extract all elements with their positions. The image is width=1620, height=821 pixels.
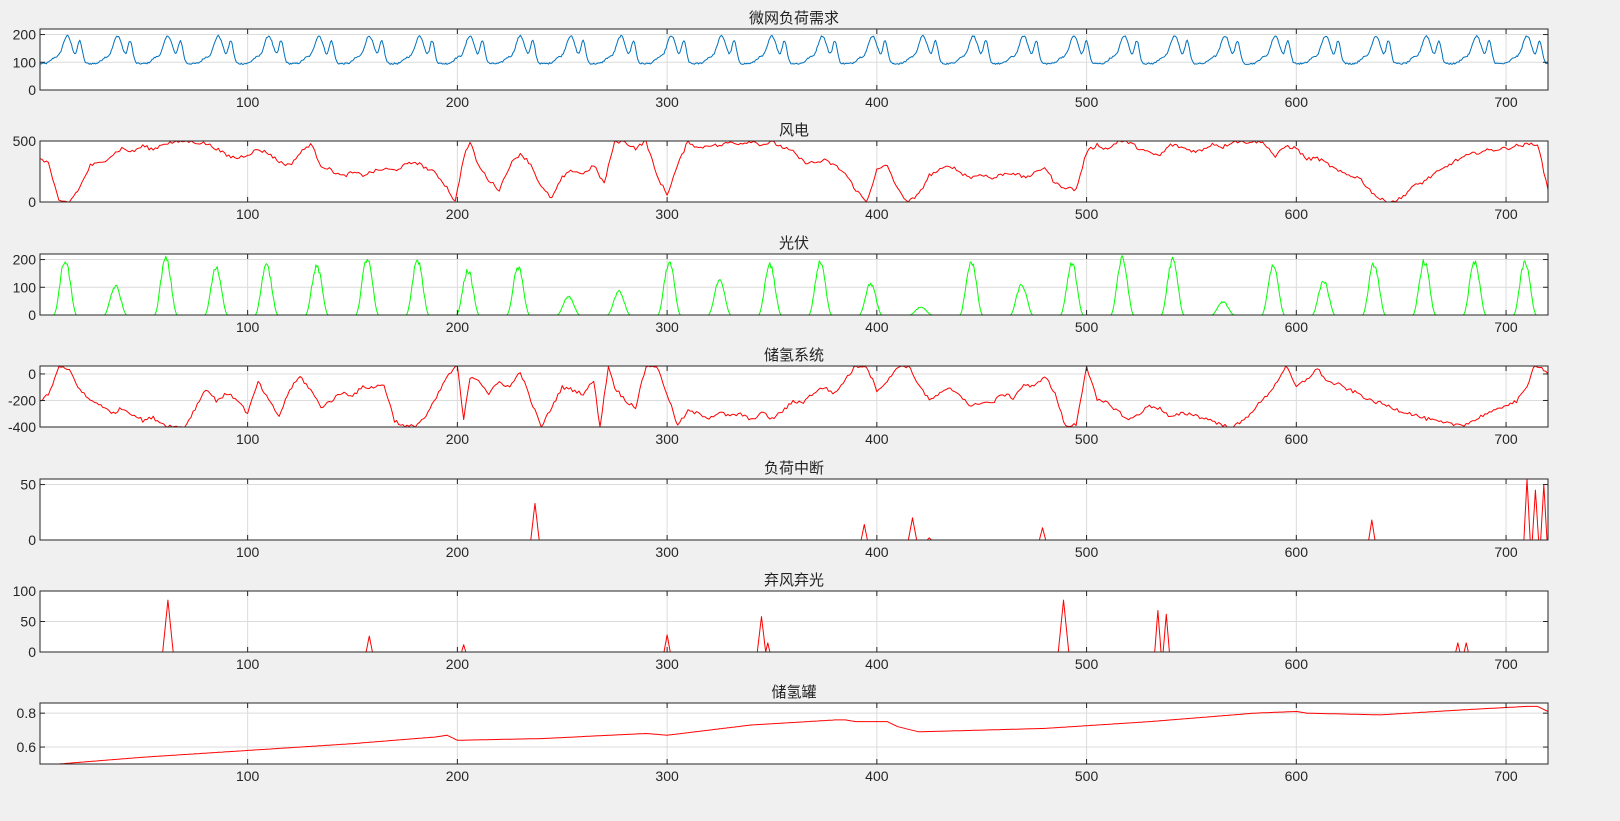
x-tick-label: 400	[865, 206, 889, 222]
x-tick-label: 500	[1075, 206, 1099, 222]
axis-frame	[39, 28, 1549, 91]
axis-frame	[39, 140, 1549, 203]
y-tick-label: 100	[13, 583, 37, 599]
x-tick-label: 600	[1285, 431, 1309, 447]
axis-frame	[39, 253, 1549, 316]
x-tick-label: 300	[655, 319, 679, 335]
x-tick-label: 600	[1285, 94, 1309, 110]
axis-frame	[39, 702, 1549, 765]
x-tick-label: 400	[865, 431, 889, 447]
x-tick-label: 500	[1075, 319, 1099, 335]
x-tick-label: 300	[655, 768, 679, 784]
subplot-title: 风电	[779, 122, 809, 139]
x-tick-label: 600	[1285, 206, 1309, 222]
x-tick-label: 300	[655, 206, 679, 222]
x-tick-label: 600	[1285, 656, 1309, 672]
subplot-title: 负荷中断	[764, 460, 824, 477]
axis-frame	[39, 478, 1549, 541]
y-tick-label: 0	[28, 82, 36, 98]
x-tick-label: 700	[1494, 319, 1518, 335]
subplot-7: 100 200 300 400 500 600 700 0.6 0.8 储氢罐	[17, 684, 1549, 784]
x-tick-label: 500	[1075, 94, 1099, 110]
y-tick-label: 50	[20, 477, 36, 493]
x-tick-label: 100	[236, 94, 260, 110]
y-tick-label: -200	[8, 392, 36, 408]
subplot-3: 100 200 300 400 500 600 700 0 100 200 光伏	[13, 235, 1549, 335]
x-tick-label: 100	[236, 656, 260, 672]
subplot-title: 弃风弃光	[764, 572, 824, 589]
x-tick-label: 300	[655, 431, 679, 447]
x-tick-label: 500	[1075, 544, 1099, 560]
x-tick-label: 300	[655, 656, 679, 672]
x-tick-label: 100	[236, 319, 260, 335]
subplot-title: 微网负荷需求	[749, 10, 839, 27]
x-tick-label: 100	[236, 431, 260, 447]
x-tick-label: 100	[236, 206, 260, 222]
y-tick-label: 0	[28, 366, 36, 382]
series-line	[39, 365, 1549, 428]
y-tick-label: 500	[13, 133, 37, 149]
x-tick-label: 700	[1494, 206, 1518, 222]
x-tick-label: 200	[446, 768, 470, 784]
series-line	[40, 705, 1549, 765]
y-tick-label: 50	[20, 614, 36, 630]
plot-area	[39, 253, 1549, 316]
axis-frame	[39, 365, 1549, 428]
x-tick-label: 200	[446, 94, 470, 110]
y-tick-label: 0	[28, 644, 36, 660]
x-tick-label: 600	[1285, 319, 1309, 335]
x-tick-label: 400	[865, 656, 889, 672]
plot-area	[39, 478, 1549, 541]
plot-area	[39, 702, 1549, 765]
y-tick-label: 200	[13, 27, 37, 43]
y-tick-label: 100	[13, 54, 37, 70]
subplot-2: 100 200 300 400 500 600 700 0 500 风电	[13, 122, 1549, 222]
subplot-title: 储氢罐	[771, 684, 816, 701]
y-tick-label: 0.8	[17, 705, 37, 721]
subplot-title: 光伏	[779, 235, 809, 252]
y-tick-label: -400	[8, 419, 36, 435]
x-tick-label: 700	[1494, 431, 1518, 447]
y-tick-label: 0.6	[17, 739, 37, 755]
x-tick-label: 200	[446, 544, 470, 560]
series-line	[39, 34, 1549, 65]
x-tick-label: 600	[1285, 768, 1309, 784]
x-tick-label: 400	[865, 94, 889, 110]
y-tick-label: 200	[13, 252, 37, 268]
x-tick-label: 200	[446, 319, 470, 335]
x-tick-label: 400	[865, 544, 889, 560]
x-tick-label: 200	[446, 431, 470, 447]
x-tick-label: 100	[236, 544, 260, 560]
x-tick-label: 400	[865, 319, 889, 335]
y-tick-label: 100	[13, 279, 37, 295]
x-tick-label: 300	[655, 94, 679, 110]
x-tick-label: 200	[446, 206, 470, 222]
subplot-title: 储氢系统	[764, 347, 824, 364]
series-line	[39, 140, 1549, 203]
x-tick-label: 500	[1075, 768, 1099, 784]
x-tick-label: 400	[865, 768, 889, 784]
x-tick-label: 500	[1075, 656, 1099, 672]
subplot-6: 100 200 300 400 500 600 700 0 50 100 弃风弃光	[13, 572, 1549, 672]
x-tick-label: 700	[1494, 544, 1518, 560]
x-tick-label: 600	[1285, 544, 1309, 560]
x-tick-label: 700	[1494, 94, 1518, 110]
x-tick-label: 200	[446, 656, 470, 672]
x-tick-label: 300	[655, 544, 679, 560]
x-tick-label: 500	[1075, 431, 1099, 447]
subplot-1: 100 200 300 400 500 600 700 0 100 200 微网负荷需求	[13, 10, 1549, 110]
x-tick-label: 700	[1494, 656, 1518, 672]
y-tick-label: 0	[28, 532, 36, 548]
subplot-5: 100 200 300 400 500 600 700 0 50 负荷中断	[20, 460, 1549, 560]
y-tick-label: 0	[28, 194, 36, 210]
x-tick-label: 700	[1494, 768, 1518, 784]
y-tick-label: 0	[28, 307, 36, 323]
x-tick-label: 100	[236, 768, 260, 784]
plot-area	[39, 140, 1549, 203]
subplot-4: 100 200 300 400 500 600 700 -400 -200 0 储氢系统	[8, 347, 1549, 447]
